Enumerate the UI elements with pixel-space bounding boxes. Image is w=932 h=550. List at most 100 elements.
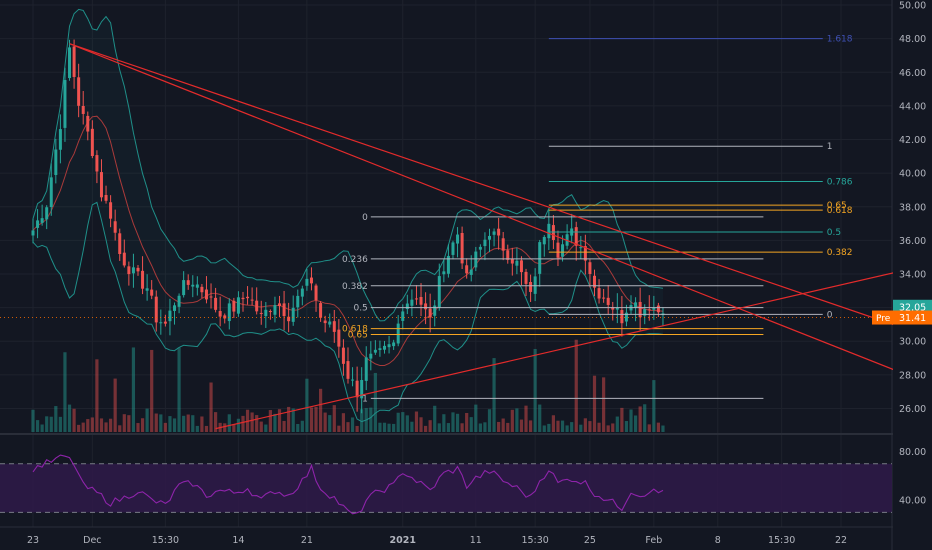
- volume-bar: [565, 425, 569, 432]
- candle-body: [159, 322, 163, 324]
- price-tick-label: 36.00: [899, 236, 926, 247]
- volume-bar: [99, 418, 104, 432]
- candle-body: [611, 307, 615, 310]
- candle-body: [401, 311, 405, 321]
- time-tick-label: 25: [584, 535, 596, 546]
- volume-bar: [332, 405, 336, 432]
- candle-body: [314, 285, 318, 301]
- volume-bar: [588, 421, 592, 432]
- candle-body: [556, 242, 560, 258]
- candle-body: [547, 223, 551, 239]
- volume-bar: [469, 417, 473, 432]
- candle-body: [72, 46, 76, 77]
- volume-bar: [287, 406, 291, 432]
- time-tick-label: 22: [835, 535, 847, 546]
- pre-price-tag: [872, 310, 932, 325]
- time-tick-label: 21: [301, 535, 313, 546]
- candle-body: [524, 271, 528, 284]
- candle-body: [328, 321, 332, 325]
- candle-body: [656, 305, 660, 313]
- volume-bar: [643, 404, 647, 432]
- volume-bar: [154, 413, 158, 432]
- volume-bar: [474, 404, 478, 432]
- volume-bar: [81, 422, 85, 432]
- candle-body: [451, 242, 455, 255]
- volume-bar: [629, 409, 633, 432]
- candle-body: [195, 284, 199, 288]
- candle-body: [341, 347, 345, 364]
- candle-body: [506, 250, 510, 260]
- volume-bar: [341, 413, 346, 432]
- candle-body: [241, 297, 245, 300]
- volume-bar: [451, 412, 455, 432]
- time-tick-label: Feb: [645, 535, 662, 546]
- candle-body: [364, 357, 368, 381]
- volume-bar: [49, 416, 53, 432]
- candle-body: [113, 221, 117, 233]
- volume-bar: [214, 412, 218, 432]
- candle-body: [414, 298, 418, 300]
- time-tick-label: 15:30: [521, 535, 548, 546]
- candle-body: [296, 295, 300, 308]
- candle-body: [469, 269, 473, 275]
- volume-bar: [195, 425, 199, 432]
- volume-bar: [638, 406, 642, 432]
- candle-body: [583, 246, 587, 261]
- volume-bar: [551, 415, 556, 432]
- volume-bar: [95, 359, 99, 432]
- candle-body: [437, 276, 441, 308]
- volume-bar: [624, 421, 629, 432]
- volume-bar: [291, 408, 295, 432]
- trendlines[interactable]: [0, 43, 932, 430]
- volume-bar: [437, 423, 441, 432]
- volume-bar: [560, 420, 565, 432]
- price-tick-label: 46.00: [899, 68, 926, 79]
- fib-level-label: 0: [362, 213, 368, 223]
- candle-body: [131, 267, 135, 274]
- volume-bar: [611, 423, 615, 432]
- candle-body: [373, 349, 377, 353]
- candle-body: [433, 305, 437, 316]
- volume-bar: [492, 358, 496, 432]
- volume-bar: [122, 414, 126, 432]
- volume-bar: [556, 420, 560, 432]
- candle-body: [538, 242, 542, 274]
- candle-body: [351, 379, 355, 381]
- rsi-pane: [0, 454, 892, 515]
- candle-body: [58, 129, 62, 150]
- candle-body: [428, 308, 432, 318]
- candle-body: [323, 320, 327, 324]
- volume-bar: [131, 347, 136, 432]
- candle-body: [460, 232, 464, 264]
- volume-bar: [177, 347, 181, 432]
- volume-bar: [542, 425, 546, 432]
- volume-bar: [510, 409, 514, 432]
- volume-bar: [647, 424, 651, 432]
- volume-bar: [661, 425, 665, 432]
- candle-body: [104, 194, 108, 201]
- time-tick-label: 2021: [390, 535, 416, 546]
- volume-bar: [547, 423, 551, 432]
- fib-level-label: 0.5: [353, 304, 367, 314]
- previous-close-label: 31.41: [899, 313, 926, 324]
- candle-body: [519, 260, 523, 273]
- candle-body: [118, 233, 122, 255]
- bollinger-fill: [33, 9, 663, 422]
- candle-body: [551, 225, 555, 240]
- volume-bar: [483, 422, 487, 432]
- volume-bar: [592, 375, 597, 432]
- rsi-tick-label: 40.00: [899, 496, 926, 507]
- volume-bar: [63, 352, 67, 432]
- volume-bar: [387, 423, 391, 432]
- candle-body: [497, 228, 501, 236]
- price-tick-label: 44.00: [899, 101, 926, 112]
- volume-bar: [378, 422, 382, 432]
- time-tick-label: 15:30: [768, 535, 795, 546]
- volume-bar: [86, 419, 90, 432]
- candle-body: [488, 235, 491, 240]
- fib-level-label: 0.236: [342, 255, 368, 265]
- fibonacci-retracements[interactable]: 00.2360.3820.50.6180.6511.61810.7860.650…: [342, 35, 853, 405]
- volume-bar: [478, 423, 482, 432]
- volume-bar: [191, 415, 195, 432]
